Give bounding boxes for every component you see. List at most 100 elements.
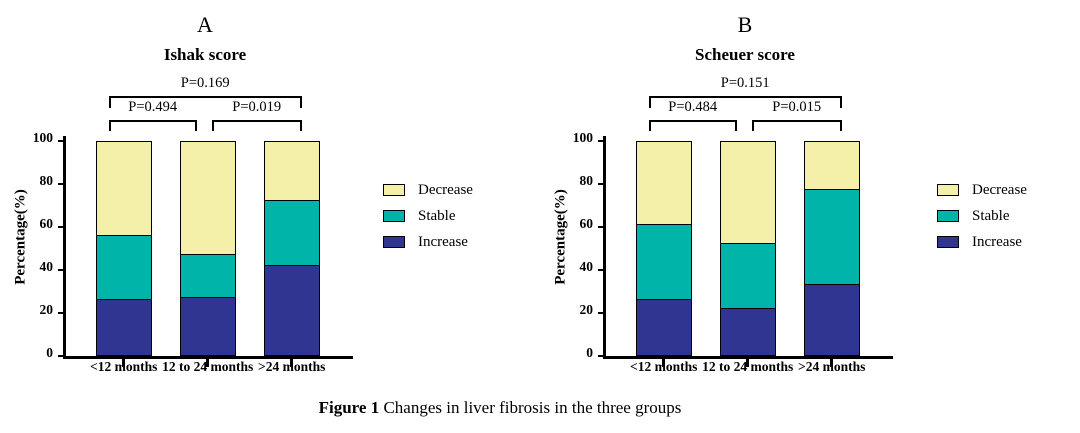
y-tick-mark: [58, 139, 66, 143]
legend-label: Increase: [972, 233, 1022, 250]
p-value-label: P=0.019: [232, 99, 282, 115]
y-tick-mark: [58, 225, 66, 229]
legend-item: Increase: [937, 229, 1027, 255]
bar-segment-increase: [803, 285, 860, 356]
bar-segment-increase: [635, 300, 692, 356]
p-value-label: P=0.484: [668, 99, 718, 115]
legend-item: Decrease: [937, 177, 1027, 203]
bar-segment-increase: [179, 297, 236, 356]
caption-text: Changes in liver fibrosis in the three g…: [379, 398, 682, 417]
comparison-bracket: [108, 120, 197, 131]
y-tick-label: 0: [586, 345, 593, 360]
legend: Decrease Stable Increase: [383, 177, 473, 255]
y-tick-label: 80: [579, 173, 594, 188]
stacked-bar: [803, 141, 860, 356]
x-tick-mark: [830, 359, 833, 367]
comparison-bracket: [648, 96, 842, 108]
plot-area: [58, 136, 353, 367]
bar-segment-decrease: [179, 141, 236, 255]
y-tick-label: 40: [579, 259, 594, 274]
legend-item: Increase: [383, 229, 473, 255]
y-tick-label: 60: [579, 216, 594, 231]
bar-segment-stable: [803, 190, 860, 286]
legend-swatch-decrease: [383, 184, 405, 196]
legend-item: Stable: [383, 203, 473, 229]
stacked-bar: [179, 141, 236, 356]
bar-segment-stable: [719, 244, 776, 309]
stacked-bar: [635, 141, 692, 356]
bar-segment-decrease: [263, 141, 320, 202]
bar-segment-decrease: [95, 141, 152, 236]
bar-segment-decrease: [635, 141, 692, 225]
p-value-label: P=0.151: [720, 75, 770, 91]
panel-letter: B: [737, 12, 753, 37]
comparison-bracket: [751, 120, 842, 131]
comparison-bracket: [211, 120, 302, 131]
bar-segment-stable: [263, 201, 320, 266]
legend-label: Decrease: [972, 181, 1027, 198]
y-tick-label: 100: [32, 130, 53, 145]
comparison-bracket: [108, 96, 302, 108]
bar-segment-increase: [719, 308, 776, 356]
bar-segment-decrease: [803, 141, 860, 191]
stacked-bar: [95, 141, 152, 356]
bar-segment-stable: [179, 254, 236, 298]
y-tick-mark: [598, 311, 606, 315]
y-tick-label: 60: [39, 216, 54, 231]
plot-area: [598, 136, 893, 367]
caption-figure-number: Figure 1: [318, 398, 380, 417]
x-tick-label: <12 months: [90, 359, 158, 374]
chart-panel-ishak: A Ishak score P=0.169 P=0.494 P=0.019 Perc…: [13, 12, 473, 374]
legend-label: Stable: [418, 207, 456, 224]
bar-segment-stable: [95, 235, 152, 301]
legend-label: Stable: [972, 207, 1010, 224]
legend-swatch-decrease: [937, 184, 959, 196]
y-tick-mark: [58, 268, 66, 272]
x-tick-mark: [290, 359, 293, 367]
y-tick-mark: [58, 354, 66, 358]
y-tick-mark: [598, 225, 606, 229]
x-tick-label: 12 to 24 months: [162, 359, 254, 374]
y-tick-label: 20: [39, 302, 54, 317]
legend-item: Decrease: [383, 177, 473, 203]
p-value-label: P=0.015: [772, 99, 822, 115]
y-tick-label: 100: [572, 130, 593, 145]
y-tick-mark: [598, 354, 606, 358]
legend: Decrease Stable Increase: [937, 177, 1027, 255]
y-tick-mark: [58, 182, 66, 186]
legend-item: Stable: [937, 203, 1027, 229]
x-tick-mark: [662, 359, 665, 367]
legend-swatch-stable: [383, 210, 405, 222]
panel-letter: A: [197, 12, 213, 37]
y-tick-mark: [598, 268, 606, 272]
y-tick-label: 40: [39, 259, 54, 274]
y-tick-mark: [598, 182, 606, 186]
x-tick-label: 12 to 24 months: [702, 359, 794, 374]
comparison-bracket: [648, 120, 737, 131]
y-tick-label: 80: [39, 173, 54, 188]
stacked-bar: [719, 141, 776, 356]
y-tick-label: 0: [46, 345, 53, 360]
x-tick-label: >24 months: [258, 359, 326, 374]
y-tick-mark: [58, 311, 66, 315]
legend-swatch-stable: [937, 210, 959, 222]
bar-segment-increase: [263, 265, 320, 356]
x-tick-label: >24 months: [798, 359, 866, 374]
bar-segment-decrease: [719, 141, 776, 245]
legend-label: Decrease: [418, 181, 473, 198]
legend-label: Increase: [418, 233, 468, 250]
chart-panel-scheuer: B Scheuer score P=0.151 P=0.484 P=0.015 Pe…: [540, 0, 1080, 433]
legend-swatch-increase: [383, 236, 405, 248]
chart-title: Scheuer score: [695, 45, 795, 64]
x-tick-label: <12 months: [630, 359, 698, 374]
bar-segment-increase: [95, 300, 152, 356]
p-value-label: P=0.169: [180, 75, 230, 91]
stacked-bar: [263, 141, 320, 356]
x-tick-mark: [206, 359, 209, 367]
x-tick-mark: [122, 359, 125, 367]
figure-caption: Figure 1 Changes in liver fibrosis in th…: [0, 398, 1000, 418]
x-tick-mark: [746, 359, 749, 367]
legend-swatch-increase: [937, 236, 959, 248]
y-tick-label: 20: [579, 302, 594, 317]
